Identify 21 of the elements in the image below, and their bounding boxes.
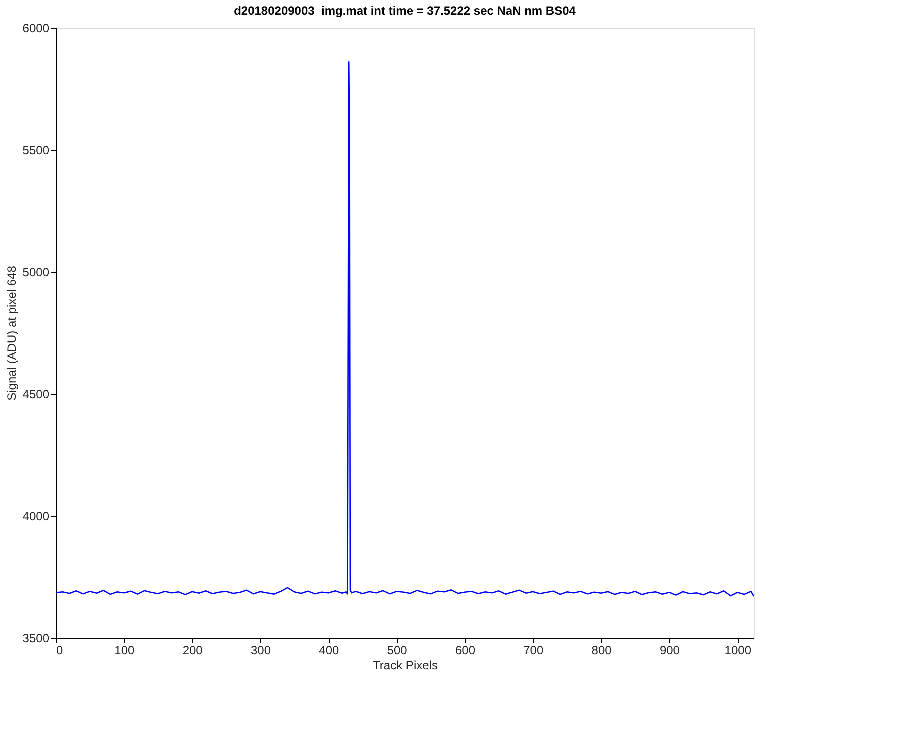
x-tick-label: 0 <box>56 644 64 658</box>
y-tick-label: 5000 <box>22 266 50 280</box>
y-tick-label: 5500 <box>22 144 50 158</box>
x-axis-title: Track Pixels <box>373 658 438 672</box>
x-tick-label: 200 <box>182 644 204 658</box>
x-tick-label: 800 <box>592 644 612 658</box>
y-tick-label: 4000 <box>22 510 50 524</box>
chart-title: d20180209003_img.mat int time = 37.5222 sec NaN nm BS04 <box>234 4 576 18</box>
y-tick-label: 4500 <box>22 388 50 402</box>
x-tick-label: 600 <box>455 644 476 658</box>
x-tick-label: 100 <box>114 644 135 658</box>
x-tick-label: 500 <box>387 644 408 658</box>
y-axis-title: Signal (ADU) at pixel 648 <box>4 266 19 401</box>
x-tick-label: 400 <box>319 644 340 658</box>
x-tick-label: 1000 <box>724 644 752 658</box>
x-tick-label: 900 <box>660 644 680 658</box>
x-tick-label: 700 <box>524 644 544 658</box>
x-tick-label: 300 <box>250 644 272 658</box>
y-tick-label: 6000 <box>22 22 50 36</box>
y-tick-label: 3500 <box>22 632 50 646</box>
line-series <box>55 62 755 598</box>
